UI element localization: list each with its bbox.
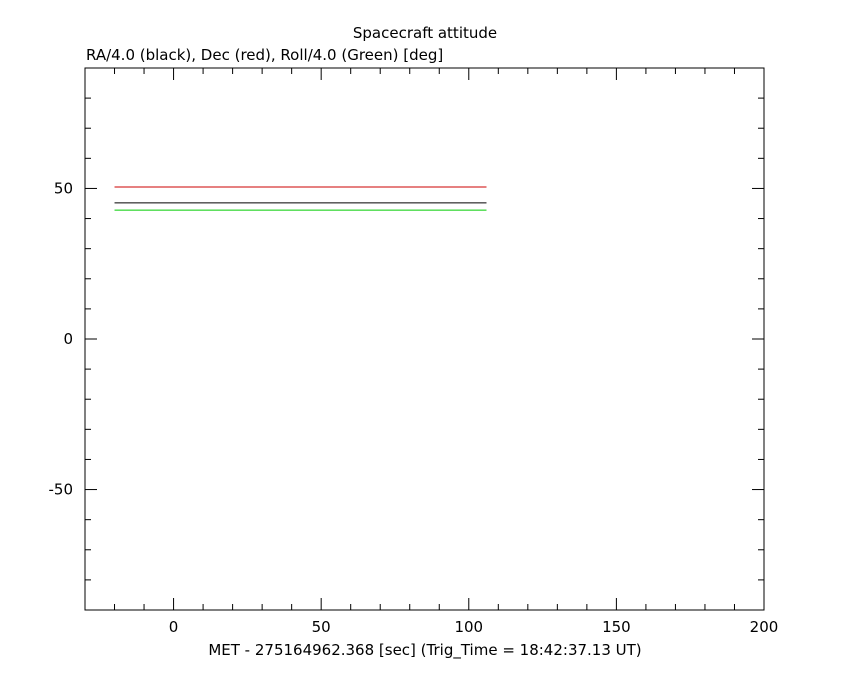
x-tick-label: 150 — [602, 618, 631, 636]
x-tick-label: 0 — [169, 618, 179, 636]
x-tick-label: 50 — [312, 618, 331, 636]
axis-tick-labels: 0 50 100 150 200 -50 0 50 — [49, 179, 779, 636]
y-tick-label: 50 — [54, 179, 73, 197]
y-tick-label: -50 — [49, 481, 74, 499]
axis-ticks — [84, 67, 765, 611]
x-axis-label: MET - 275164962.368 [sec] (Trig_Time = 1… — [208, 641, 641, 660]
x-tick-label: 200 — [750, 618, 779, 636]
y-tick-label: 0 — [63, 330, 73, 348]
y-axis-label: RA/4.0 (black), Dec (red), Roll/4.0 (Gre… — [86, 46, 443, 64]
data-series — [114, 186, 487, 211]
chart-title: Spacecraft attitude — [353, 24, 497, 42]
x-tick-label: 100 — [454, 618, 483, 636]
plot-frame — [84, 67, 765, 611]
